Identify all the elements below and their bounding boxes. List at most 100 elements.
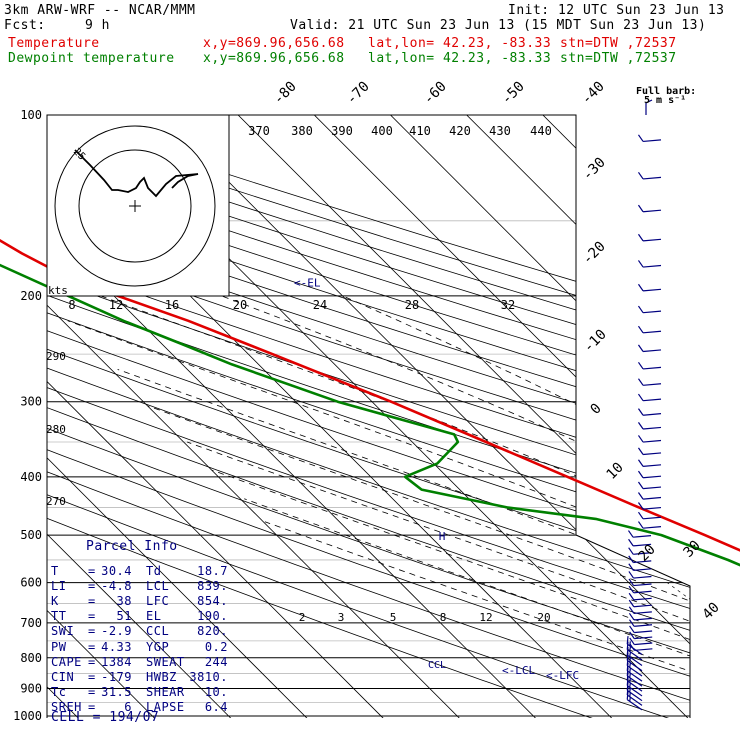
moist-adiabat-0 — [212, 469, 690, 718]
isotherm--70 — [47, 115, 394, 718]
model-title: 3km ARW-WRF -- NCAR/MMM — [4, 3, 196, 18]
wind-barb-51 — [626, 691, 643, 711]
forecast-hour: 9 h — [85, 18, 110, 33]
wind-barb-29 — [628, 578, 652, 587]
theta-label-390: 390 — [331, 124, 353, 138]
dry-adiabat-320 — [47, 115, 690, 718]
isotherm-label-40: 40 — [700, 600, 723, 623]
wind-barb-32 — [628, 599, 652, 608]
wind-barb-17 — [637, 470, 662, 479]
mixing-ratio-label-20: 20 — [537, 611, 550, 624]
legend-dewpoint-stn: stn=DTW ,72537 — [560, 51, 677, 66]
moist-adiabat--10 — [264, 521, 690, 718]
hodo-ring-label-28: 28 — [405, 298, 419, 312]
isotherm-label-10: 10 — [604, 460, 627, 483]
parcel-label: Td — [146, 564, 162, 578]
legend-temperature: Temperature — [8, 36, 100, 51]
isotherm-label--40: -40 — [579, 79, 608, 108]
wind-barb-38 — [629, 637, 653, 646]
mixing-ratio-label-8: 8 — [440, 611, 447, 624]
parcel-label: SWEAT — [146, 654, 185, 669]
plot-border — [47, 114, 691, 718]
wind-barb-18 — [637, 481, 662, 490]
moist-adiabat-20 — [67, 320, 690, 718]
dry-adiabat-360 — [47, 115, 690, 718]
wind-barb-24 — [628, 538, 652, 547]
theta-label-400: 400 — [371, 124, 393, 138]
pressure-label-900: 900 — [20, 681, 42, 695]
parcel-label: LCL — [146, 579, 170, 594]
wind-barb-11 — [637, 393, 662, 402]
hodo-ring-label-12: 12 — [109, 298, 123, 312]
legend-dewpoint: Dewpoint temperature — [8, 51, 175, 66]
parcel-value: 190. — [197, 609, 228, 624]
marker-lcl: <-LCL — [502, 664, 535, 677]
pressure-label-400: 400 — [20, 470, 42, 484]
dry-adiabat-330 — [47, 115, 690, 718]
wind-barb-30 — [628, 585, 652, 594]
parcel-label: LFC — [146, 594, 170, 609]
isotherm--100 — [47, 115, 166, 718]
moist-adiabat-25 — [100, 295, 690, 718]
parcel-eq: = — [88, 579, 96, 594]
isotherm-label--10: -10 — [581, 327, 610, 356]
wind-barb-19 — [637, 492, 662, 500]
parcel-eq: = — [88, 639, 96, 654]
parcel-info-title: Parcel Info — [86, 539, 178, 554]
isotherm-label--70: -70 — [344, 79, 373, 108]
isotherm-label--80: -80 — [271, 79, 300, 108]
parcel-label: YGP — [146, 639, 170, 654]
parcel-value: 10. — [204, 684, 228, 699]
wind-barb-26 — [628, 555, 652, 564]
parcel-value: 30.4 — [101, 564, 132, 578]
marker-el: <-EL — [294, 277, 321, 290]
moist-adiabat-5 — [186, 441, 690, 718]
wind-barb-10 — [637, 378, 662, 386]
parcel-eq: = — [88, 699, 96, 714]
theta-left-label-280: 280 — [46, 423, 66, 436]
mixing-ratio-label-5: 5 — [390, 611, 397, 624]
pressure-label-800: 800 — [20, 651, 42, 665]
parcel-value: -4.8 — [101, 579, 132, 594]
isotherm-label--20: -20 — [580, 239, 609, 268]
isotherm-label-0: 0 — [588, 401, 605, 418]
legend-temperature-xy: x,y=869.96,656.68 — [203, 36, 345, 51]
isotherm--80 — [47, 115, 318, 718]
wind-barb-34 — [628, 612, 652, 621]
dry-adiabat-280 — [47, 115, 690, 718]
marker-h: H — [439, 530, 446, 543]
isotherm--90 — [47, 115, 242, 718]
wind-barb-7 — [637, 325, 662, 334]
parcel-eq: = — [88, 564, 96, 578]
parcel-value: 3810. — [189, 669, 228, 684]
theta-label-410: 410 — [409, 124, 431, 138]
mixing-ratio-label-12: 12 — [479, 611, 492, 624]
wind-barb-0 — [637, 134, 662, 143]
isotherm-label--60: -60 — [421, 79, 450, 108]
dry-adiabat-260 — [47, 115, 690, 718]
wind-barb-6 — [637, 305, 662, 314]
wind-barb-35 — [629, 619, 653, 627]
parcel-value: 839. — [197, 579, 228, 594]
sounding-curves — [0, 238, 740, 567]
isotherm-label--50: -50 — [499, 79, 528, 108]
parcel-eq: = — [88, 609, 96, 624]
dry-adiabat-340 — [47, 115, 690, 718]
valid-time: Valid: 21 UTC Sun 23 Jun 13 (15 MDT Sun … — [290, 18, 707, 33]
legend-temperature-latlon: lat,lon= 42.23, -83.33 — [368, 36, 552, 51]
parcel-label: K — [51, 594, 59, 609]
pressure-label-300: 300 — [20, 395, 42, 409]
parcel-label: SWI — [51, 624, 75, 639]
isotherm-40 — [560, 115, 690, 718]
parcel-value: -2.9 — [101, 624, 132, 639]
wind-barb-14 — [637, 435, 662, 443]
theta-label-380: 380 — [291, 124, 313, 138]
hodo-ring-1 — [78, 149, 192, 263]
parcel-label: LAPSE — [146, 699, 185, 714]
isotherm--60 — [47, 115, 471, 718]
theta-label-440: 440 — [530, 124, 552, 138]
parcel-eq: = — [88, 669, 96, 684]
dry-adiabat-250 — [47, 115, 690, 718]
parcel-value: 31.5 — [101, 684, 132, 699]
hodo-ring-label-20: 20 — [233, 298, 247, 312]
